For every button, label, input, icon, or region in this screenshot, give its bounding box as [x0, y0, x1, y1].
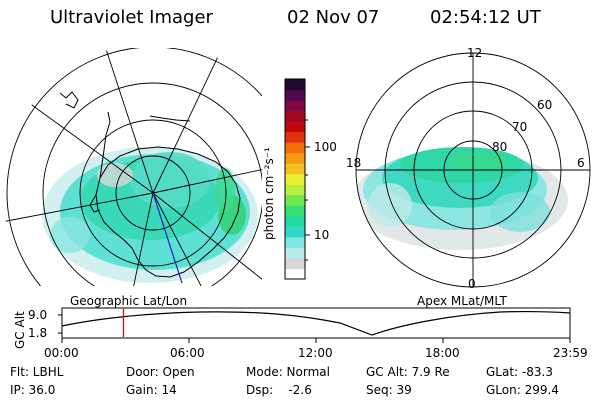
- mode-info: Mode: Normal: [246, 365, 330, 379]
- ip-info: IP: 36.0: [10, 383, 56, 397]
- gc-alt-info: GC Alt: 7.9 Re: [366, 365, 450, 379]
- colorbar-cell: [285, 268, 305, 280]
- magnetic-map: [355, 52, 591, 288]
- mlat-label-80: 80: [492, 140, 508, 154]
- timeline-axis-title: GC Alt: [13, 311, 27, 349]
- altitude-curve: [61, 310, 571, 336]
- left-aurora-oval: [42, 147, 258, 283]
- timeline-ytick-high: 9.0: [28, 308, 48, 322]
- seq-info: Seq: 39: [366, 383, 412, 397]
- dsp-info: Dsp: -2.6: [246, 383, 312, 397]
- colorbar-cell: [285, 89, 305, 101]
- colorbar-cell: [285, 236, 305, 248]
- sun-direction-line: [152, 192, 183, 284]
- mlat-label-70: 70: [512, 120, 528, 134]
- colorbar-cell: [285, 142, 305, 154]
- timeline-xtick: 12:00: [298, 346, 333, 360]
- date-label: 02 Nov 07: [287, 7, 380, 28]
- colorbar-cell: [285, 121, 305, 133]
- app-title: Ultraviolet Imager: [50, 7, 213, 28]
- meridians: [3, 48, 262, 286]
- timeline-xtick: 23:59: [553, 346, 588, 360]
- colorbar-cell: [285, 79, 305, 91]
- timeline-xtick: 00:00: [44, 346, 79, 360]
- timeline-ytick-low: 1.8: [28, 326, 48, 340]
- right-map-caption: Apex MLat/MLT: [417, 294, 507, 308]
- mlt-label-18: 18: [346, 156, 362, 170]
- door-info: Door: Open: [126, 365, 195, 379]
- glon-info: GLon: 299.4: [486, 383, 559, 397]
- colorbar-tick-10: 10: [314, 228, 330, 242]
- colorbar-cell: [285, 205, 305, 217]
- colorbar-cell: [285, 215, 305, 227]
- mlt-label-6: 6: [577, 156, 585, 170]
- colorbar-cell: [285, 194, 305, 206]
- glat-info: GLat: -83.3: [486, 365, 553, 379]
- colorbar-cell: [285, 257, 305, 269]
- altitude-timeline: [58, 307, 571, 343]
- mlt-label-0: 0: [468, 277, 476, 291]
- colorbar-unit-label: photon cm⁻²s⁻¹: [262, 147, 276, 240]
- colorbar-cell: [285, 163, 305, 175]
- colorbar-cell: [285, 184, 305, 196]
- colorbar-tick-100: 100: [314, 140, 337, 154]
- filter-info: Flt: LBHL: [10, 365, 64, 379]
- colorbar-cell: [285, 173, 305, 185]
- colorbar-cell: [285, 226, 305, 238]
- colorbar-cell: [285, 131, 305, 143]
- latitude-circles: [3, 48, 262, 286]
- left-map-caption: Geographic Lat/Lon: [70, 294, 188, 308]
- mlt-label-12: 12: [467, 46, 483, 60]
- timeline-xtick: 06:00: [170, 346, 205, 360]
- mlat-label-60: 60: [537, 98, 553, 112]
- colorbar-cell: [285, 100, 305, 112]
- colorbar-cell: [285, 110, 305, 122]
- geographic-map: [3, 48, 262, 286]
- time-label: 02:54:12 UT: [430, 7, 541, 28]
- colorbar-cell: [285, 152, 305, 164]
- continent-outline: [95, 146, 241, 278]
- colorbar: [284, 78, 310, 280]
- gain-info: Gain: 14: [126, 383, 177, 397]
- colorbar-cell: [285, 247, 305, 259]
- timeline-xtick: 18:00: [425, 346, 460, 360]
